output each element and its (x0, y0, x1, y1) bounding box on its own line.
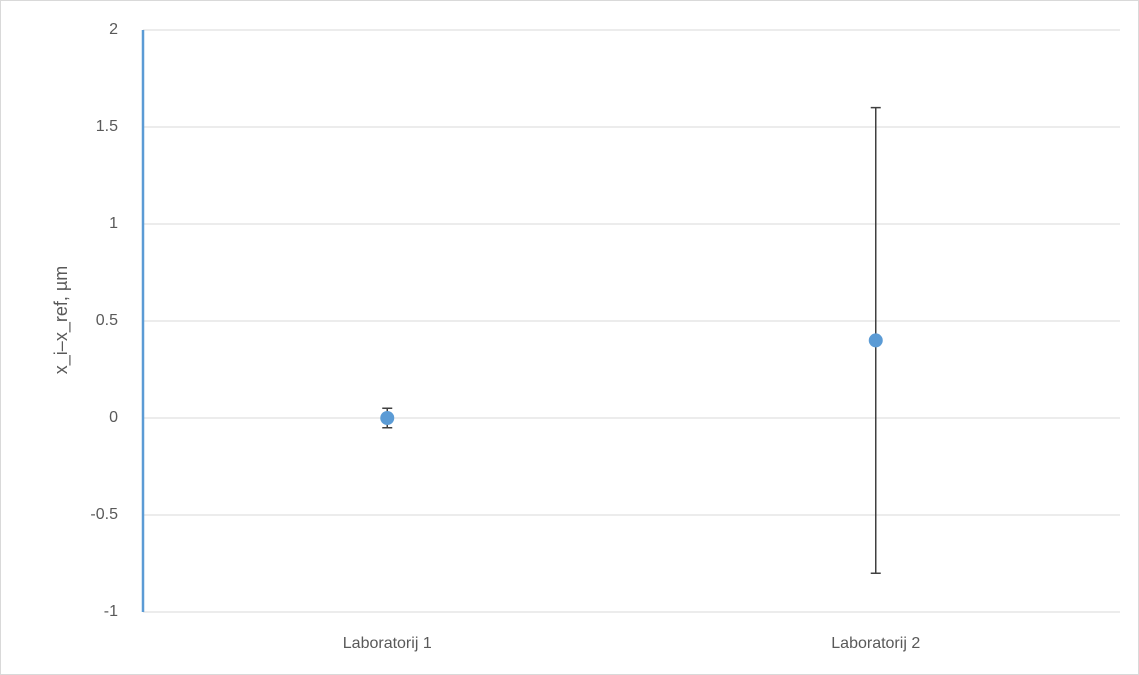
y-tick-label: 0 (109, 409, 118, 426)
y-tick-label: 1 (109, 215, 118, 232)
y-tick-label: 2 (109, 21, 118, 38)
data-point (868, 333, 883, 348)
x-tick-label: Laboratorij 1 (343, 635, 432, 652)
y-tick-label: 0.5 (96, 312, 118, 329)
y-tick-label: -0.5 (90, 506, 118, 523)
y-tick-label: -1 (104, 603, 118, 620)
y-axis-title: x_i–x_ref, µm (51, 266, 72, 374)
y-tick-label: 1.5 (96, 118, 118, 135)
x-tick-label: Laboratorij 2 (831, 635, 920, 652)
data-point (380, 411, 395, 425)
